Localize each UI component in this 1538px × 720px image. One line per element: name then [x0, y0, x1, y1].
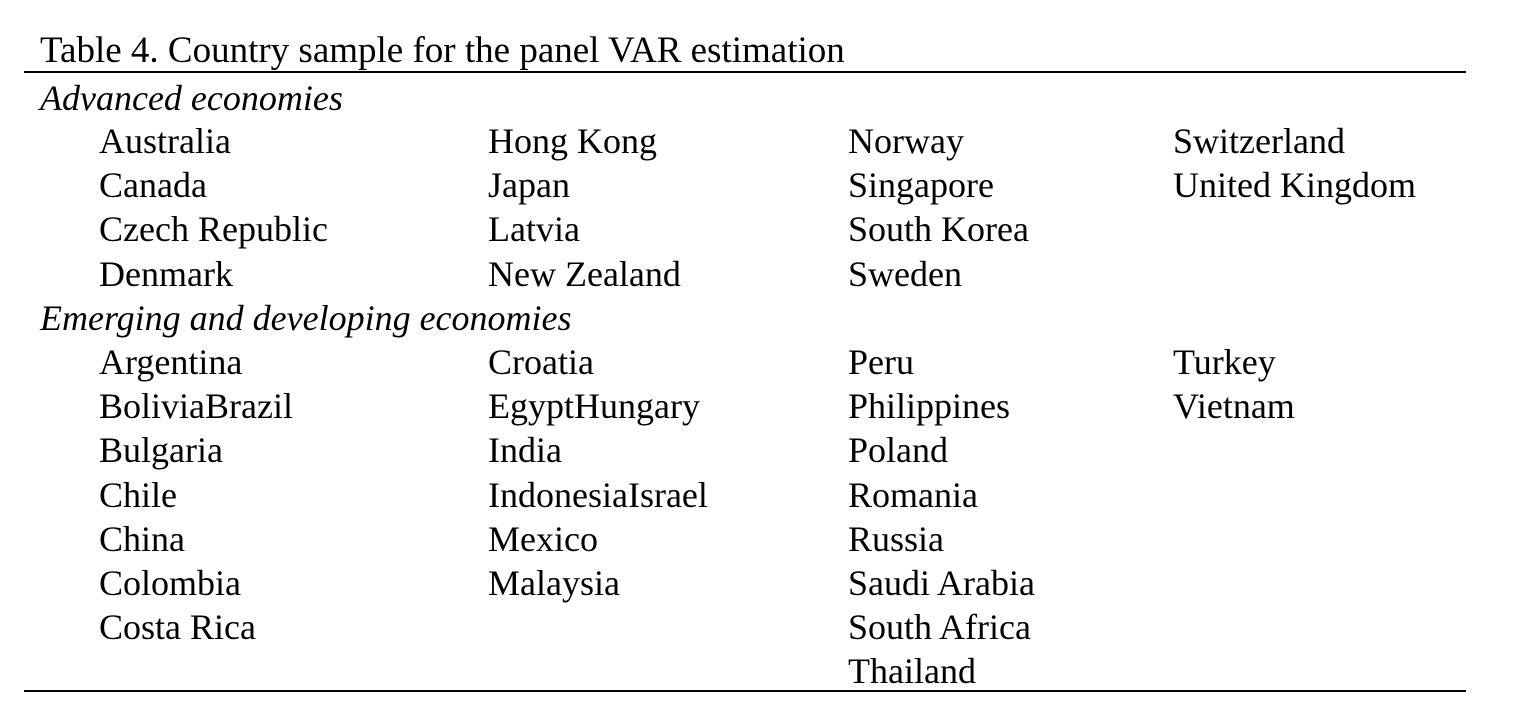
country-name: Mexico	[488, 518, 598, 559]
table-caption: Table 4. Country sample for the panel VA…	[40, 30, 845, 71]
country-name: Romania	[848, 474, 978, 515]
emerging-column-1: Argentina BoliviaBrazil Bulgaria Chile China…	[99, 340, 293, 649]
country-name: Colombia	[99, 562, 241, 603]
country-name: Chile	[99, 474, 177, 515]
country-name: Vietnam	[1173, 386, 1295, 427]
country-name: Argentina	[99, 342, 243, 382]
country-name: Philippines	[848, 386, 1011, 427]
group-label-emerging: Emerging and developing economies	[40, 298, 572, 338]
country-name: Denmark	[99, 253, 233, 294]
country-name: IndonesiaIsrael	[488, 474, 708, 515]
group-label-advanced: Advanced economies	[40, 78, 343, 118]
country-name: Canada	[99, 165, 207, 206]
country-name: EgyptHungary	[488, 386, 700, 427]
emerging-column-2: Croatia EgyptHungary India IndonesiaIsrael M…	[488, 340, 708, 605]
country-name: Norway	[848, 121, 964, 161]
country-name: India	[488, 430, 562, 471]
advanced-column-1: Australia Canada Czech Republic Denmark	[99, 119, 328, 296]
country-name: Thailand	[848, 651, 976, 692]
bottom-rule	[24, 690, 1466, 692]
advanced-column-2: Hong Kong Japan Latvia New Zealand	[488, 119, 681, 296]
country-name: Poland	[848, 430, 949, 471]
country-name: Japan	[488, 165, 570, 206]
advanced-column-4: Switzerland United Kingdom	[1173, 119, 1416, 207]
country-name: Singapore	[848, 165, 994, 206]
country-name: BoliviaBrazil	[99, 386, 293, 427]
country-name: United Kingdom	[1173, 165, 1416, 206]
country-name: Bulgaria	[99, 430, 223, 471]
country-name: Peru	[848, 342, 914, 382]
country-name: Croatia	[488, 342, 594, 382]
country-name: Czech Republic	[99, 209, 328, 250]
country-name: New Zealand	[488, 253, 681, 294]
country-name: Hong Kong	[488, 121, 657, 161]
country-name: Switzerland	[1173, 121, 1345, 161]
country-name: Australia	[99, 121, 231, 161]
country-name: Saudi Arabia	[848, 562, 1035, 603]
country-name: Costa Rica	[99, 607, 256, 648]
emerging-column-4: Turkey Vietnam	[1173, 340, 1295, 428]
country-name: South Korea	[848, 209, 1029, 250]
country-name: Sweden	[848, 253, 962, 294]
country-name: Latvia	[488, 209, 580, 250]
country-name: Turkey	[1173, 342, 1276, 382]
country-name: Russia	[848, 518, 945, 559]
country-name: South Africa	[848, 607, 1031, 648]
country-name: Malaysia	[488, 562, 620, 603]
country-name: China	[99, 518, 185, 559]
top-rule	[24, 71, 1466, 73]
emerging-column-3: Peru Philippines Poland Romania Russia Saudi …	[848, 340, 1035, 694]
advanced-column-3: Norway Singapore South Korea Sweden	[848, 119, 1029, 296]
